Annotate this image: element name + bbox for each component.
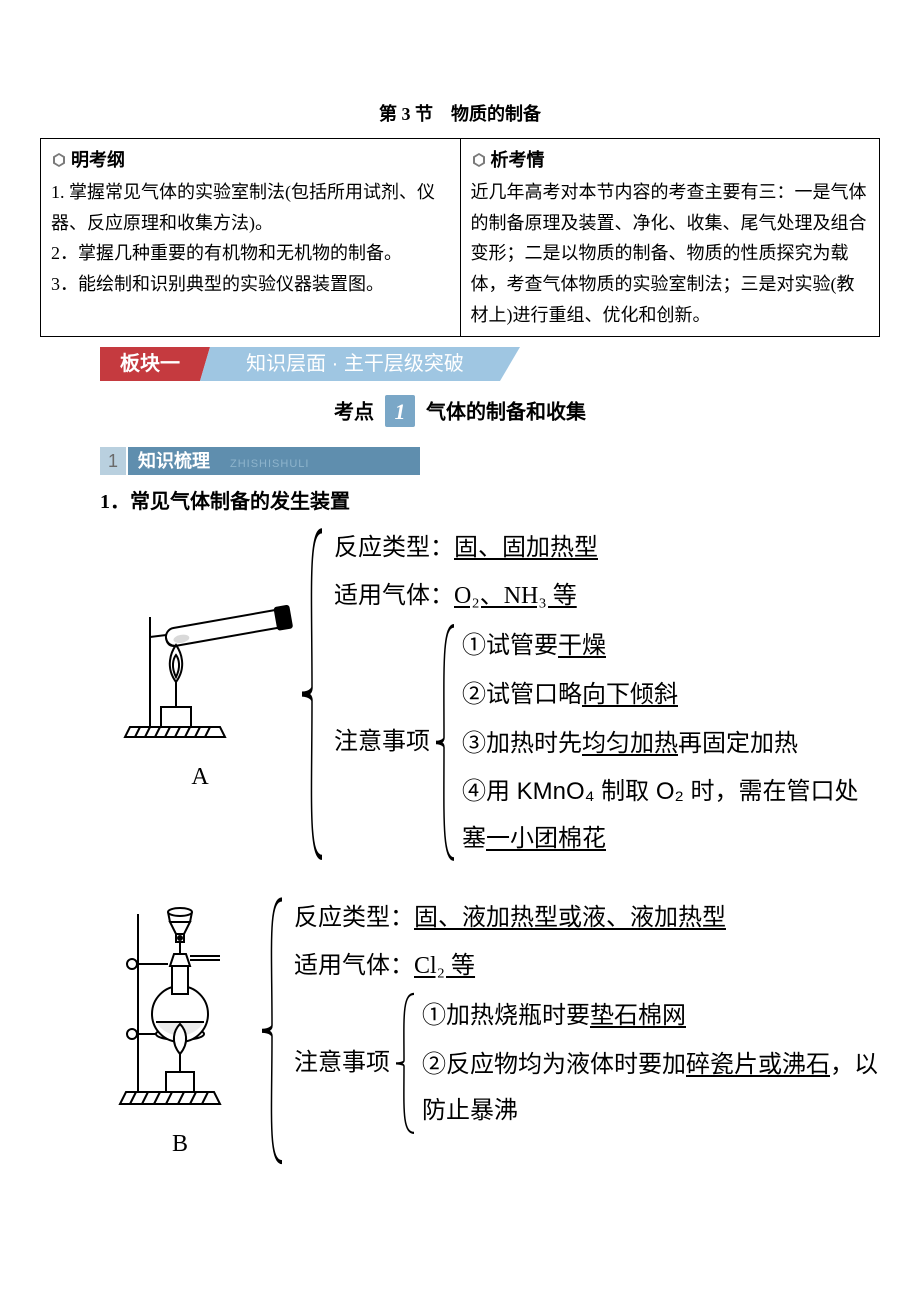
block-b-applicable-gas: 适用气体：Cl₂ 等 [294,944,880,990]
block-a-note-2: ②试管口略向下倾斜 [462,672,880,719]
value-text: 固、液加热型或液、液加热型 [414,905,726,931]
note-underline: 均匀加热 [582,731,678,757]
note-text: ①试管要 [462,632,558,659]
intro-left-cell: 明考纲 1. 掌握常见气体的实验室制法(包括所用试剂、仪器、反应原理和收集方法)… [41,139,461,337]
intro-left-heading: 明考纲 [51,145,450,177]
subheading-1: 1．常见气体制备的发生装置 [100,485,880,514]
hex-bullet-icon [471,147,487,178]
apparatus-b-label: B [172,1122,188,1168]
note-underline: 向下倾斜 [582,682,678,708]
kaodian-heading: 考点 1 气体的制备和收集 [40,395,880,433]
value-text: Cl₂ 等 [414,953,475,979]
label-text: 适用气体： [334,583,454,609]
kaodian-title: 气体的制备和收集 [426,402,586,424]
section-bar: 板块一 知识层面 · 主干层级突破 [100,347,880,381]
brace-icon [434,621,458,864]
block-b-note-2: ②反应物均为液体时要加碎瓷片或沸石，以防止暴沸 [422,1042,880,1134]
apparatus-block-a: A 反应类型：固、固加热型 适用气体：O₂、NH₃ 等 注意事项 ①试管要干燥 [100,524,880,864]
zhishi-bar: 1 知识梳理 ZHISHISHULI [100,447,880,475]
svg-text:ZHISHISHULI: ZHISHISHULI [230,458,309,470]
brace-icon [394,991,418,1136]
intro-left-heading-text: 明考纲 [71,150,125,170]
block-a-applicable-gas: 适用气体：O₂、NH₃ 等 [334,574,880,620]
intro-left-item-1: 1. 掌握常见气体的实验室制法(包括所用试剂、仪器、反应原理和收集方法)。 [51,177,450,238]
intro-right-body: 近几年高考对本节内容的考查主要有三：一是气体的制备原理及装置、净化、收集、尾气处… [471,177,870,330]
block-a-notes-label: 注意事项 [334,621,434,864]
brace-icon [300,524,328,864]
svg-text:知识层面 · 主干层级突破: 知识层面 · 主干层级突破 [246,352,464,375]
note-text: ②试管口略 [462,681,582,708]
apparatus-a-figure: A [100,524,300,864]
note-text: ③加热时先 [462,730,582,757]
note-text: ②反应物均为液体时要加 [422,1051,686,1078]
hex-bullet-icon [51,147,67,178]
block-a-note-3: ③加热时先均匀加热再固定加热 [462,721,880,768]
block-b-reaction-type: 反应类型：固、液加热型或液、液加热型 [294,896,880,942]
block-b-note-1: ①加热烧瓶时要垫石棉网 [422,993,880,1040]
intro-left-item-2: 2．掌握几种重要的有机物和无机物的制备。 [51,238,450,269]
intro-left-item-3: 3．能绘制和识别典型的实验仪器装置图。 [51,269,450,300]
svg-text:1: 1 [108,451,118,471]
note-underline: 垫石棉网 [590,1003,686,1029]
value-text: 固、固加热型 [454,535,598,561]
apparatus-block-b: B 反应类型：固、液加热型或液、液加热型 适用气体：Cl₂ 等 注意事项 ①加热… [100,894,880,1168]
svg-text:1: 1 [395,399,406,424]
note-underline: 碎瓷片或沸石 [686,1052,830,1078]
note-underline: 一小团棉花 [486,826,606,852]
svg-text:知识梳理: 知识梳理 [138,450,210,471]
intro-right-cell: 析考情 近几年高考对本节内容的考查主要有三：一是气体的制备原理及装置、净化、收集… [460,139,880,337]
label-text: 反应类型： [294,905,414,931]
intro-right-heading-text: 析考情 [491,150,545,170]
page-title: 第 3 节 物质的制备 [40,100,880,126]
apparatus-a-label: A [191,755,208,801]
note-underline: 干燥 [558,633,606,659]
svg-text:板块一: 板块一 [120,351,180,375]
note-text: ①加热烧瓶时要 [422,1002,590,1029]
value-text: O₂、NH₃ 等 [454,583,577,609]
label-text: 反应类型： [334,535,454,561]
block-a-reaction-type: 反应类型：固、固加热型 [334,526,880,572]
label-text: 适用气体： [294,953,414,979]
intro-right-heading: 析考情 [471,145,870,177]
brace-icon [260,894,288,1168]
note-text: 再固定加热 [678,731,798,757]
apparatus-b-figure: B [100,894,260,1168]
block-b-notes-label: 注意事项 [294,991,394,1136]
kaodian-number-badge: 1 [385,395,415,433]
kaodian-prefix: 考点 [334,402,374,424]
block-a-note-1: ①试管要干燥 [462,623,880,670]
block-a-note-4: ④用 KMnO₄ 制取 O₂ 时，需在管口处塞一小团棉花 [462,769,880,862]
intro-table: 明考纲 1. 掌握常见气体的实验室制法(包括所用试剂、仪器、反应原理和收集方法)… [40,138,880,337]
